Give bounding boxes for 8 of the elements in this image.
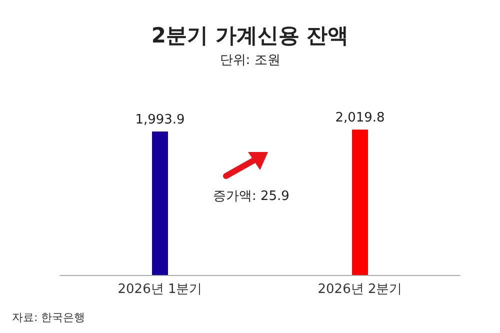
data-label: 1,993.9 <box>135 112 185 128</box>
data-label: 2,019.8 <box>335 110 385 126</box>
text: 자료: 한국은행 <box>12 311 86 324</box>
annotation: 증가액: 25.9 <box>213 189 290 204</box>
chart-subtitle: 단위: 조원 <box>220 53 280 68</box>
chart-title: 2분기 가계신용 잔액 <box>151 24 349 48</box>
x-tick-label: 2026년 2분기 <box>318 282 402 297</box>
x-tick-label: 2026년 1분기 <box>118 282 202 297</box>
